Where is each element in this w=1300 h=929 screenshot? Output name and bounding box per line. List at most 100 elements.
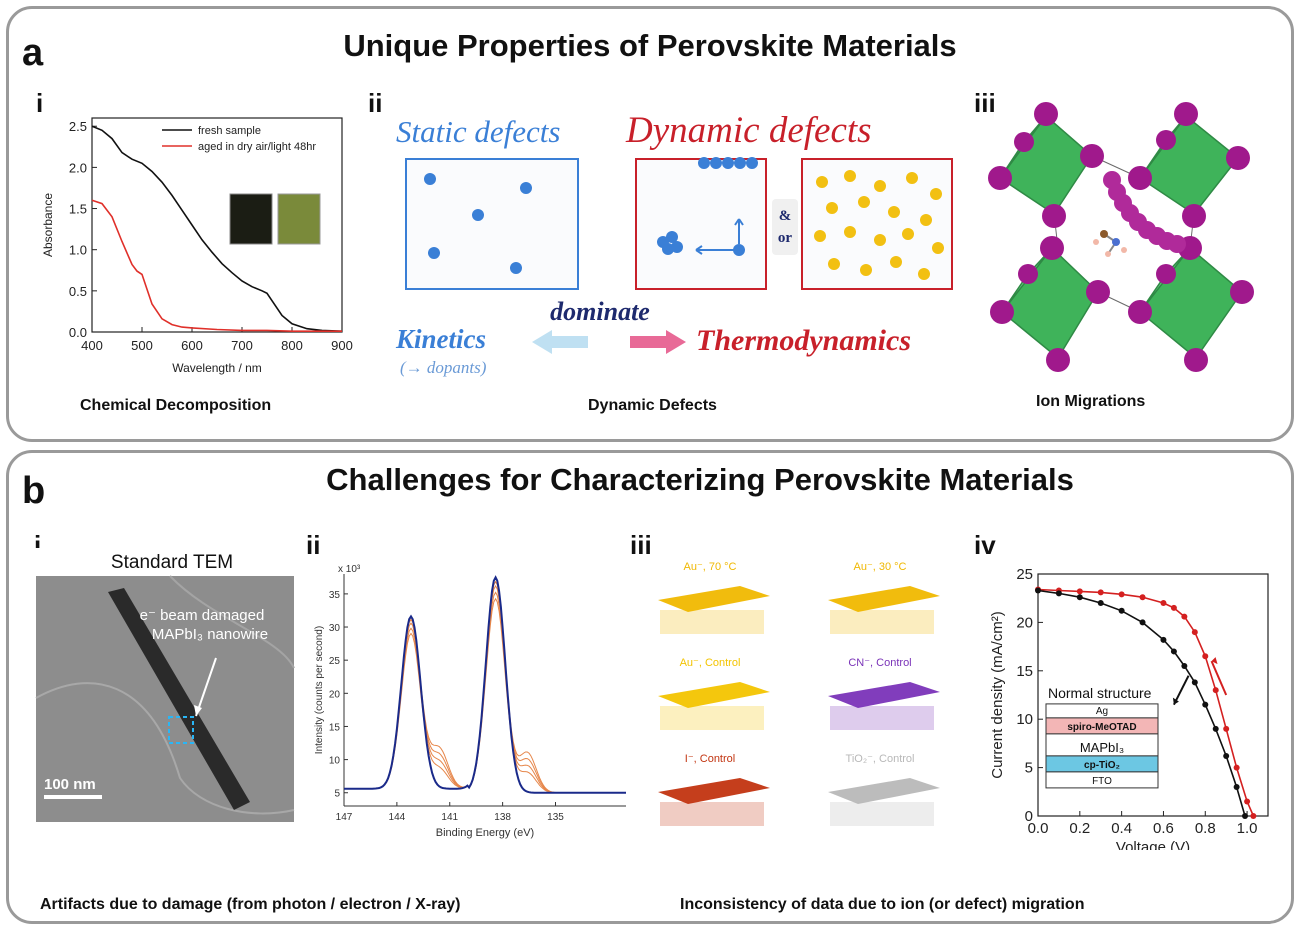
jv-point	[1202, 701, 1209, 708]
x-axis-label: Voltage (V)	[1116, 839, 1190, 850]
jv-point	[1160, 636, 1167, 643]
octahedra-edges	[1053, 155, 1195, 313]
inset-layer-label: spiro-MeOTAD	[1067, 722, 1136, 733]
tem-annotation-line1: e⁻ beam damaged	[140, 607, 265, 624]
jv-point	[1160, 600, 1167, 607]
inset-layer	[1045, 771, 1159, 789]
panel-a-ii-label: ii	[368, 88, 383, 118]
panel-a-letter: a	[22, 32, 44, 74]
panel-b-iii-label: iii	[630, 530, 652, 560]
static-defect-dot	[428, 247, 440, 259]
jv-point	[1244, 798, 1251, 805]
panel-a-iii-caption: Ion Migrations	[1036, 393, 1146, 410]
tem-micrograph	[36, 576, 294, 822]
panel-a-i-label: i	[36, 88, 44, 118]
x-tick-label: 0.0	[1028, 820, 1049, 837]
y-tick-label: 30	[329, 623, 341, 634]
series-line	[91, 199, 342, 332]
scale-bar	[44, 795, 102, 799]
jv-point	[1242, 813, 1248, 819]
tile-label: TiO₂⁻, Control	[846, 753, 915, 765]
tile-diffusion	[830, 802, 934, 826]
tem-image: Standard TEM e⁻ beam damaged MAPbI₃ nano…	[30, 548, 300, 828]
tile-slab	[828, 586, 940, 612]
tile-slab	[658, 778, 770, 804]
jv-point	[1055, 590, 1062, 597]
x-axis-label: Binding Energy (eV)	[436, 827, 534, 839]
tile-diffusion	[830, 706, 934, 730]
inset-layer-label: FTO	[1092, 776, 1112, 787]
y-tick-label: 15	[329, 722, 341, 733]
x-tick-label: 800	[281, 338, 303, 353]
y-tick-label: 20	[1016, 614, 1033, 631]
reverse-scan-arrowhead	[1172, 697, 1179, 705]
y-axis-label: Absorbance	[41, 193, 55, 257]
jv-point	[1223, 752, 1230, 759]
ion-migration-structure	[988, 102, 1254, 372]
x-tick-label: 141	[441, 812, 458, 823]
y-tick-label: 25	[1016, 566, 1033, 583]
jv-point	[1212, 725, 1219, 732]
tile-diffusion	[660, 802, 764, 826]
y-tick-label: 5	[1025, 760, 1033, 777]
jv-point	[1076, 594, 1083, 601]
x-tick-label: 500	[131, 338, 153, 353]
thermodynamics-arrow	[630, 330, 686, 354]
inset-layer-label: Ag	[1096, 706, 1108, 717]
jv-point	[1035, 587, 1041, 594]
thermodynamics-label: Thermodynamics	[696, 324, 911, 357]
x-tick-label: 0.2	[1069, 820, 1090, 837]
x-axis-label: Wavelength / nm	[172, 361, 262, 375]
forward-scan-arrowhead	[1211, 657, 1218, 665]
y-tick-label: 15	[1016, 663, 1033, 680]
y-tick-label: 2.5	[69, 119, 87, 134]
panel-a-i-caption: Chemical Decomposition	[80, 397, 272, 414]
or-symbol: or	[778, 230, 793, 246]
tile-diffusion	[830, 610, 934, 634]
migration-path-atoms	[1103, 171, 1186, 253]
tile-label: Au⁻, Control	[680, 657, 741, 669]
inset-layer-label: cp-TiO₂	[1084, 760, 1120, 771]
panel-b-title: Challenges for Characterizing Perovskite…	[326, 462, 1074, 497]
panel-a-iii-label: iii	[974, 88, 996, 118]
jv-point	[1139, 619, 1146, 626]
y-tick-label: 2.0	[69, 160, 87, 175]
y-tick-label: 20	[329, 689, 341, 700]
panel-b-iv-label: iv	[974, 530, 996, 560]
static-defects-label: Static defects	[396, 114, 560, 149]
tile-label: Au⁻, 70 °C	[683, 561, 736, 573]
static-defect-dot	[520, 182, 532, 194]
y-tick-label: 5	[334, 789, 340, 800]
panel-b-i-label: i	[34, 530, 42, 560]
jv-point	[1181, 662, 1188, 669]
tile-slab	[828, 682, 940, 708]
y-tick-label: 0	[1025, 808, 1033, 825]
xps-overlay-spectrum	[344, 591, 626, 794]
plot-frame	[91, 117, 343, 333]
jv-point	[1233, 783, 1240, 790]
tem-annotation-line2: MAPbI₃ nanowire	[152, 626, 268, 643]
jv-point	[1223, 725, 1230, 732]
nanowire	[108, 588, 250, 810]
and-or-box	[772, 199, 798, 255]
y-axis-label: Current density (mA/cm²)	[989, 611, 1006, 779]
dynamic-defects-box-1	[635, 158, 767, 290]
y-tick-label: 35	[329, 590, 341, 601]
jv-point	[1250, 813, 1257, 819]
y-tick-label: 0.0	[69, 325, 87, 340]
panel-b-ii-label: ii	[306, 530, 321, 560]
defects-diagram: Static defects Dynamic defects & or domi…	[395, 110, 953, 377]
tile-label: CN⁻, Control	[848, 657, 911, 669]
x-tick-label: 700	[231, 338, 253, 353]
y-axis-label: Intensity (counts per second)	[314, 626, 325, 754]
tile-label: I⁻, Control	[685, 753, 735, 765]
octahedra	[998, 114, 1244, 360]
y-tick-label: 25	[329, 656, 341, 667]
tile-slab	[658, 682, 770, 708]
jv-point	[1191, 629, 1198, 636]
y-tick-label: 10	[329, 756, 341, 767]
jv-point	[1170, 648, 1177, 655]
jv-series-line	[1037, 588, 1255, 817]
dominate-label: dominate	[550, 297, 650, 326]
annotation-arrow	[195, 657, 217, 717]
